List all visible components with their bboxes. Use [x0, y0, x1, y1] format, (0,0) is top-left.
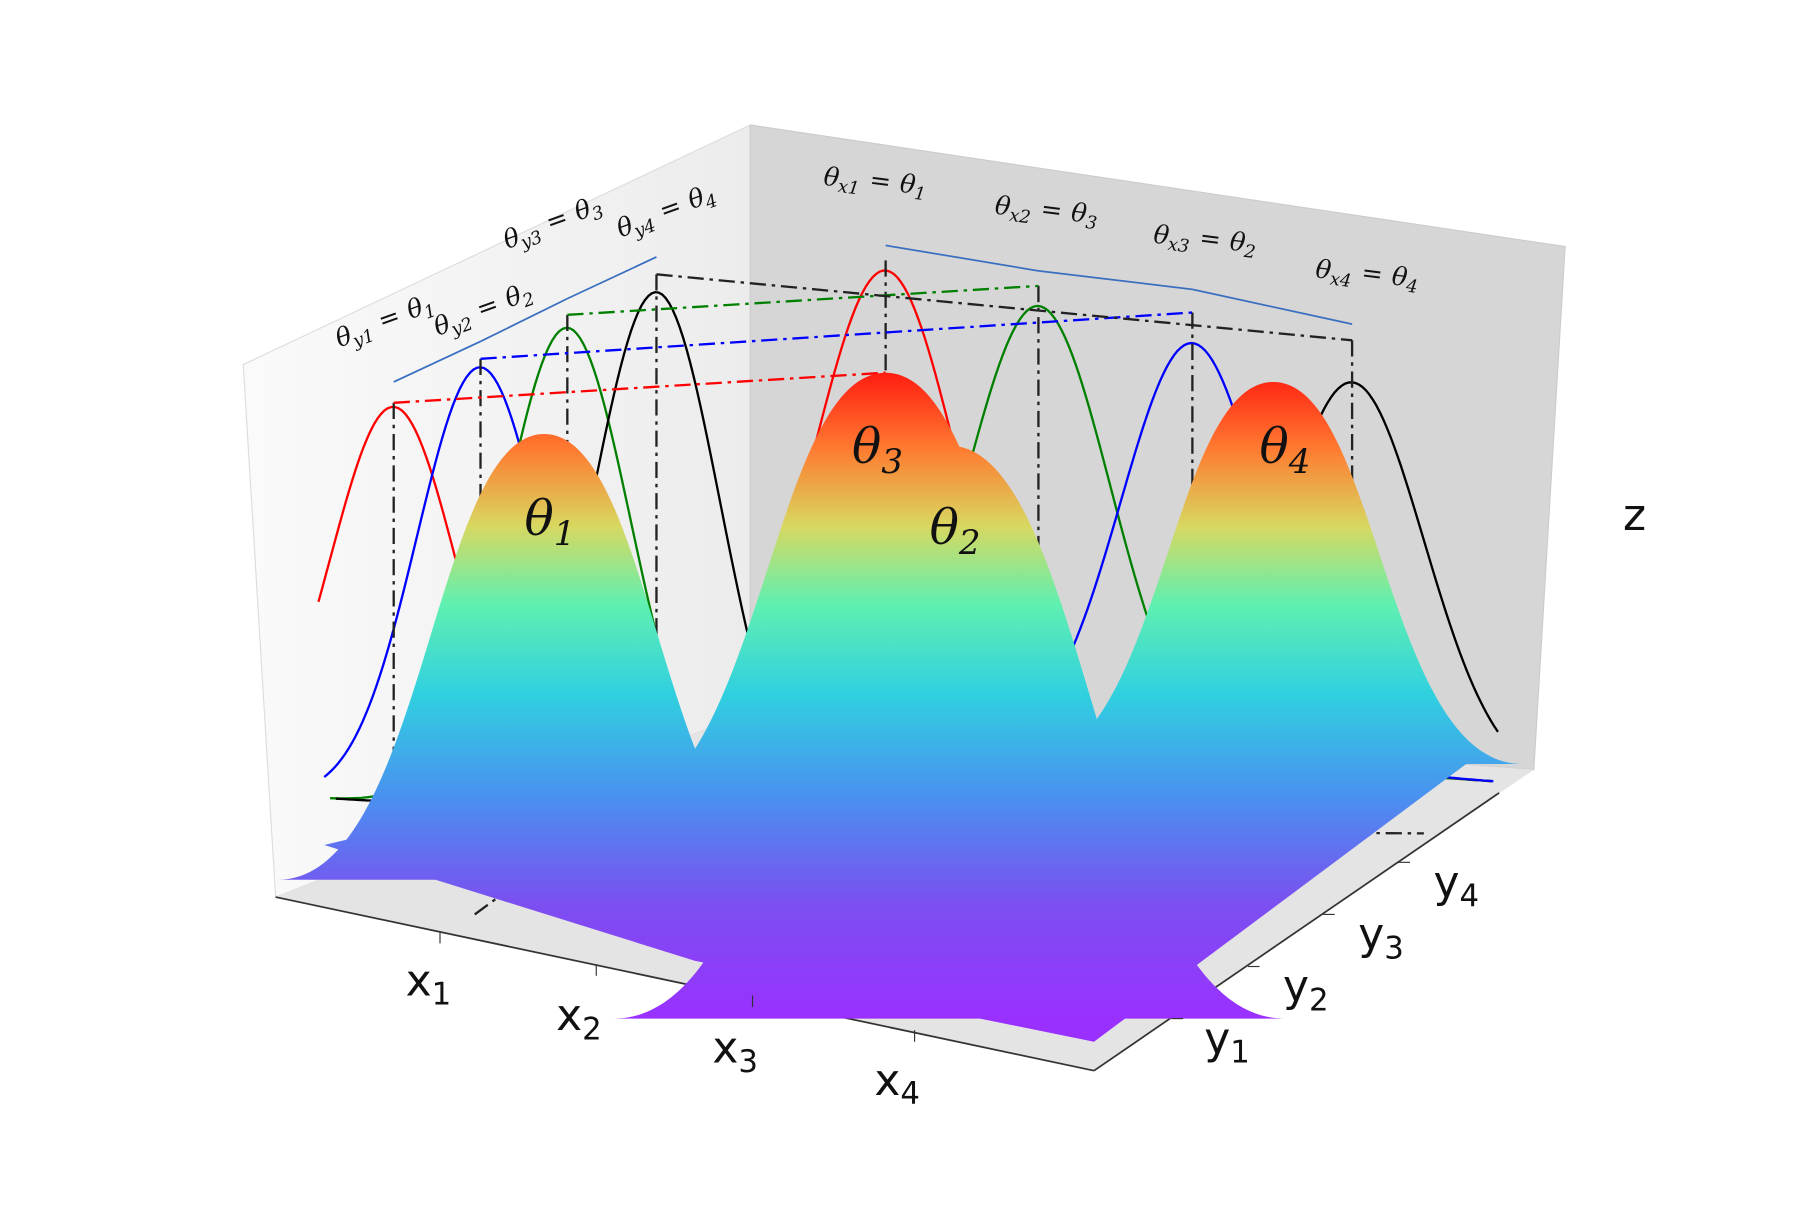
- label-base: θ: [1390, 262, 1409, 294]
- arrow: [1192, 288, 1353, 325]
- label-base: θ: [822, 162, 841, 194]
- label-sub: 2: [958, 523, 981, 563]
- equals: =: [868, 165, 893, 197]
- label-sub: 1: [1230, 1035, 1250, 1071]
- label-sub: 3: [1384, 930, 1404, 966]
- surface-peak: [613, 445, 1285, 1019]
- label-base: θ: [1152, 220, 1171, 252]
- equals: =: [1360, 258, 1385, 290]
- label-base: y: [1433, 857, 1459, 908]
- label-base: θ: [852, 419, 881, 475]
- label: x1: [406, 955, 452, 1012]
- label: y4: [1433, 857, 1479, 914]
- y-axis-line: [1093, 792, 1500, 1072]
- arrow: [480, 297, 568, 343]
- label-base: θ: [1228, 227, 1247, 259]
- label-base: θ: [1314, 254, 1333, 286]
- label: x4: [874, 1055, 920, 1112]
- guide: [567, 284, 1039, 316]
- label-sub: 1: [913, 183, 927, 205]
- annotation: θx4 = θ4: [1314, 252, 1421, 300]
- label-sub: x2: [1008, 205, 1032, 228]
- label: y2: [1283, 961, 1329, 1018]
- label: θ4: [1260, 419, 1311, 482]
- label: y1: [1204, 1013, 1250, 1070]
- label-sub: x3: [1167, 234, 1191, 257]
- label-sub: x4: [1329, 269, 1353, 292]
- label-base: θ: [898, 169, 917, 201]
- annotation: θx3 = θ2: [1151, 217, 1258, 265]
- label: x2: [556, 990, 602, 1047]
- annotation: θx2 = θ3: [993, 189, 1100, 237]
- label-sub: 3: [738, 1044, 758, 1080]
- arrow: [1038, 269, 1193, 291]
- label-base: x: [874, 1055, 900, 1106]
- label-base: θ: [930, 500, 959, 556]
- label-sub: 2: [582, 1011, 602, 1047]
- equals: =: [1198, 223, 1223, 255]
- z-label: z: [1623, 490, 1646, 541]
- label-sub: 4: [1288, 442, 1311, 482]
- x-axis-line: [275, 896, 1095, 1072]
- label-base: θ: [1070, 198, 1089, 230]
- label-sub: 2: [1309, 982, 1329, 1018]
- label: x3: [712, 1023, 758, 1080]
- annotation: θy2=θ2: [429, 277, 538, 346]
- arrow: [393, 340, 481, 383]
- equals: =: [1039, 194, 1064, 226]
- label-base: x: [556, 990, 582, 1041]
- surface-peak: [277, 434, 811, 880]
- arrow: [885, 244, 1039, 272]
- label: y3: [1358, 909, 1404, 966]
- label-base: y: [1358, 909, 1384, 960]
- guide: [656, 273, 1353, 342]
- annotation: θx1 = θ1: [822, 160, 929, 208]
- label-base: x: [406, 955, 432, 1006]
- label-sub: 4: [900, 1076, 920, 1112]
- label-sub: 1: [432, 977, 452, 1013]
- arrow: [566, 256, 657, 300]
- surface-peak: [1024, 381, 1523, 764]
- label: θ1: [525, 491, 576, 554]
- label-base: y: [1204, 1013, 1230, 1064]
- label-base: x: [712, 1023, 738, 1074]
- label-sub: x1: [837, 176, 861, 199]
- label-sub: 1: [554, 514, 576, 554]
- guide: [480, 311, 1193, 360]
- label: θ2: [930, 500, 981, 563]
- guide: [393, 371, 886, 404]
- label-base: y: [1283, 961, 1309, 1012]
- label: θ3: [852, 419, 903, 482]
- label-sub: 4: [1460, 878, 1480, 914]
- label-sub: 2: [1242, 241, 1257, 263]
- label-base: θ: [993, 191, 1012, 223]
- label-base: θ: [525, 491, 554, 547]
- surface: [277, 372, 1523, 1042]
- label-sub: 4: [1404, 276, 1419, 298]
- label-base: θ: [1260, 419, 1289, 475]
- label-sub: 3: [1084, 212, 1098, 234]
- label-sub: 3: [881, 442, 903, 482]
